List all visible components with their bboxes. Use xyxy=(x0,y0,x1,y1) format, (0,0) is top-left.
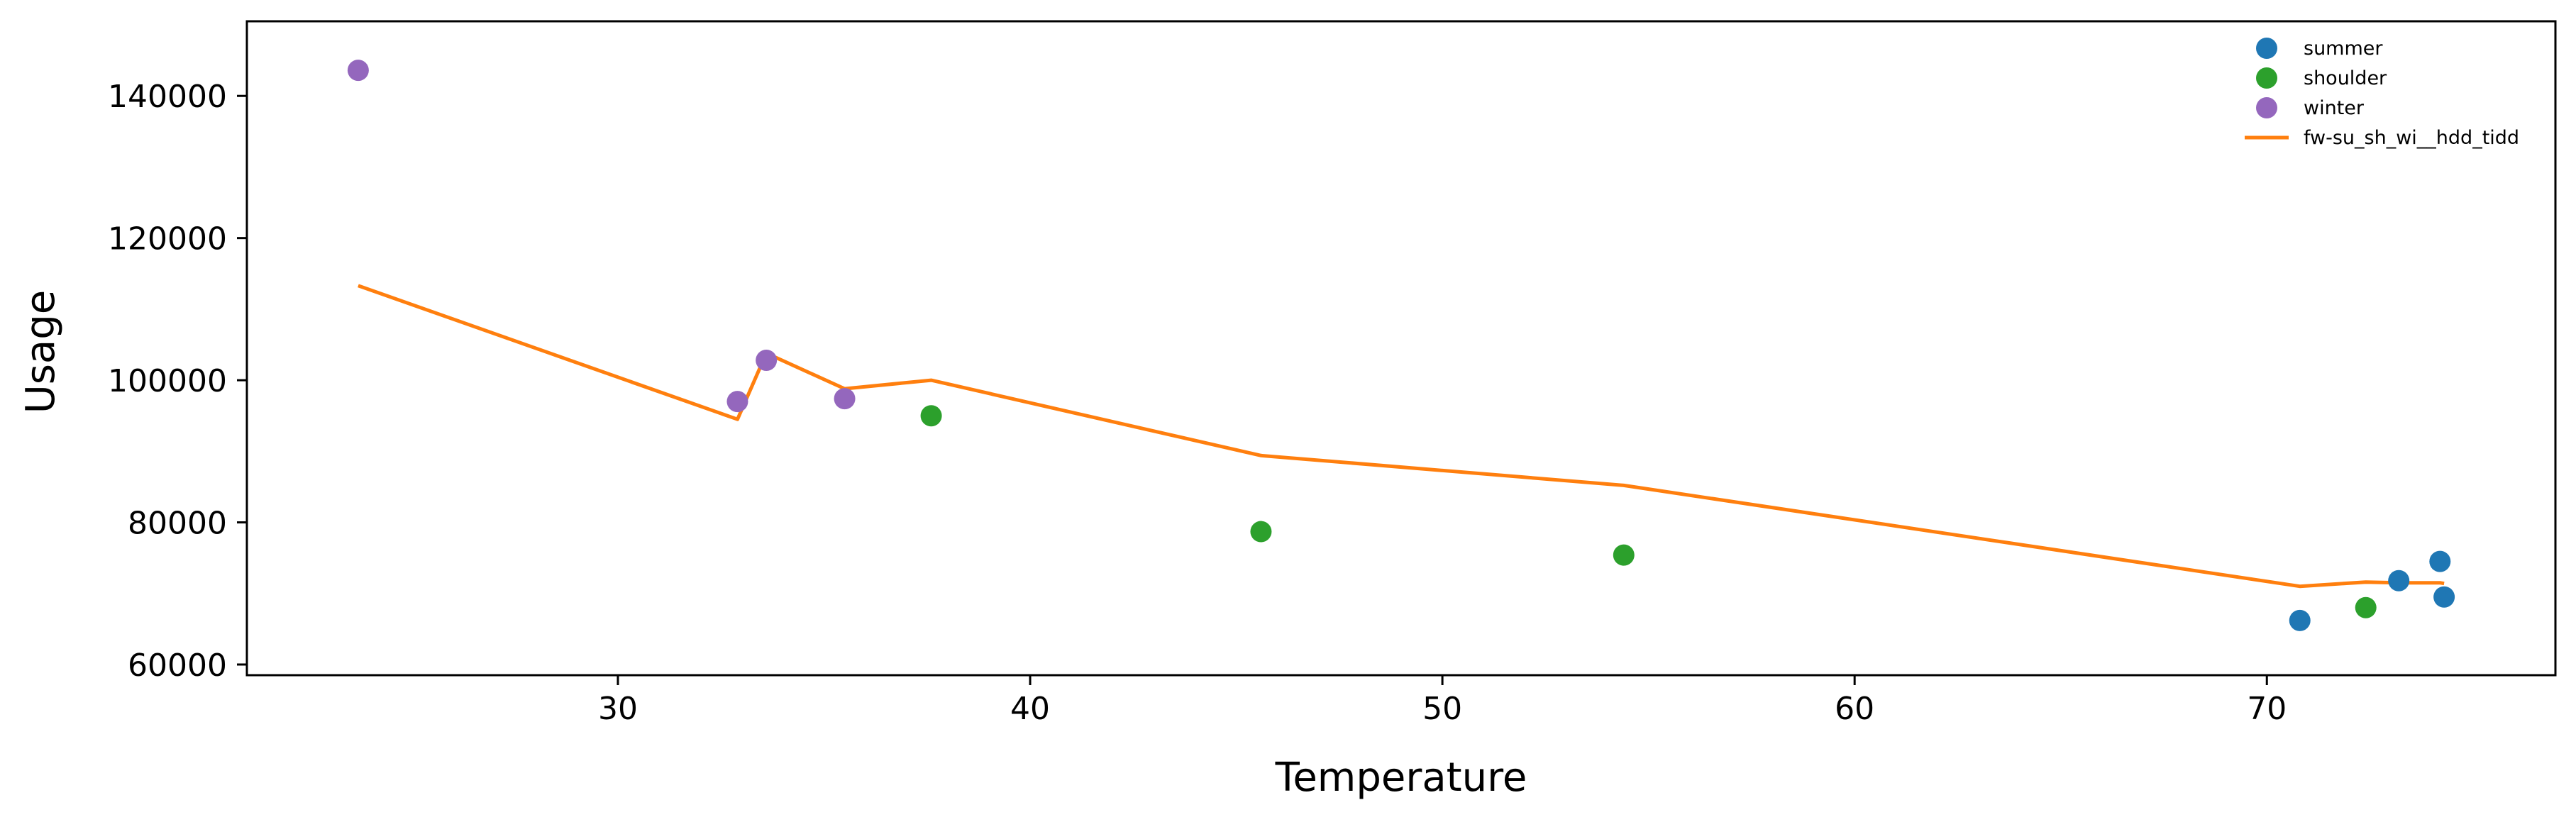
legend-label-shoulder: shoulder xyxy=(2304,67,2387,89)
point-winter xyxy=(834,388,856,410)
y-tick-label: 80000 xyxy=(128,506,227,542)
legend: summer shoulder winter fw-su_sh_wi__hdd_tid… xyxy=(2245,38,2519,149)
x-axis-label: Temperature xyxy=(1275,755,1527,801)
y-tick-label: 60000 xyxy=(128,648,227,684)
x-tick-label: 70 xyxy=(2247,691,2287,727)
x-tick-label: 50 xyxy=(1422,691,1462,727)
point-shoulder xyxy=(920,405,942,427)
legend-label-fw-su-sh-wi-hdd-tidd: fw-su_sh_wi__hdd_tidd xyxy=(2304,127,2519,149)
legend-label-winter: winter xyxy=(2304,97,2365,119)
legend-swatch-shoulder xyxy=(2256,67,2277,89)
legend-swatch-winter xyxy=(2256,97,2277,118)
point-shoulder xyxy=(2355,596,2377,618)
point-summer xyxy=(2433,586,2455,608)
x-axis: 30 40 50 60 70 xyxy=(598,675,2287,727)
y-tick-label: 140000 xyxy=(108,79,227,115)
scatter-points-layer xyxy=(347,60,2455,631)
y-tick-label: 100000 xyxy=(108,363,227,399)
y-tick-label: 120000 xyxy=(108,221,227,257)
legend-swatch-summer xyxy=(2256,38,2277,59)
x-tick-label: 40 xyxy=(1010,691,1050,727)
point-winter xyxy=(756,350,778,372)
point-summer xyxy=(2388,570,2410,591)
x-tick-label: 60 xyxy=(1835,691,1874,727)
plot-frame xyxy=(245,20,2557,677)
y-axis-label: Usage xyxy=(18,290,64,413)
point-summer xyxy=(2429,550,2451,572)
point-summer xyxy=(2289,609,2311,631)
point-shoulder xyxy=(1613,544,1635,566)
point-winter xyxy=(347,60,369,82)
point-winter xyxy=(726,391,748,413)
legend-label-summer: summer xyxy=(2304,38,2383,60)
y-axis: 60000 80000 100000 120000 140000 xyxy=(108,79,247,684)
x-tick-label: 30 xyxy=(598,691,638,727)
point-shoulder xyxy=(1250,521,1272,543)
